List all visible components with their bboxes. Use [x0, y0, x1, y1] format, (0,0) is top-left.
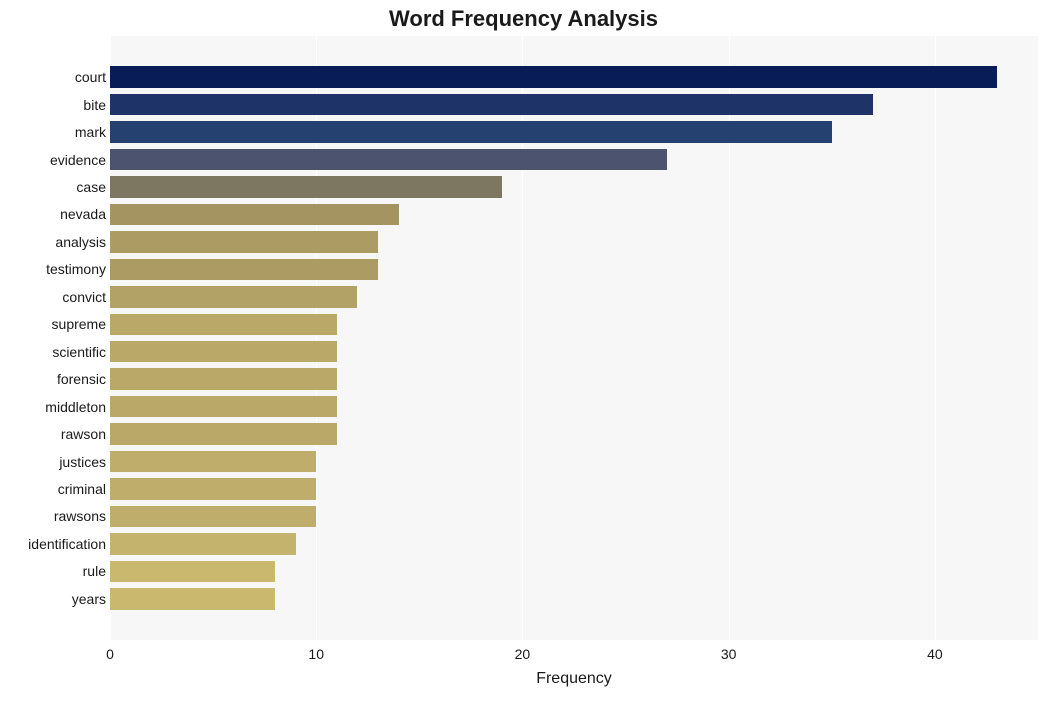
y-tick-label: forensic	[6, 368, 106, 390]
bar	[110, 396, 337, 417]
y-tick-label: analysis	[6, 231, 106, 253]
bar	[110, 451, 316, 472]
plot-area	[110, 36, 1038, 640]
bar	[110, 149, 667, 170]
x-tick-label: 30	[721, 646, 737, 662]
bar	[110, 314, 337, 335]
bar	[110, 341, 337, 362]
chart-container: Word Frequency Analysis Frequency 0 10 20 3…	[0, 0, 1047, 701]
y-tick-label: identification	[6, 533, 106, 555]
bar	[110, 588, 275, 609]
grid-line	[935, 36, 936, 640]
y-tick-label: rule	[6, 560, 106, 582]
bar	[110, 66, 997, 87]
y-tick-label: scientific	[6, 341, 106, 363]
y-tick-label: rawsons	[6, 505, 106, 527]
y-tick-label: years	[6, 588, 106, 610]
bar	[110, 176, 502, 197]
chart-title: Word Frequency Analysis	[0, 6, 1047, 32]
y-tick-label: nevada	[6, 203, 106, 225]
y-tick-label: convict	[6, 286, 106, 308]
x-tick-label: 40	[927, 646, 943, 662]
bar	[110, 478, 316, 499]
y-tick-label: rawson	[6, 423, 106, 445]
bar	[110, 506, 316, 527]
bar	[110, 231, 378, 252]
y-tick-label: middleton	[6, 396, 106, 418]
bar	[110, 259, 378, 280]
x-tick-label: 20	[515, 646, 531, 662]
bar	[110, 533, 296, 554]
y-tick-label: testimony	[6, 258, 106, 280]
y-tick-label: criminal	[6, 478, 106, 500]
y-tick-label: case	[6, 176, 106, 198]
bar	[110, 561, 275, 582]
bar	[110, 94, 873, 115]
y-tick-label: bite	[6, 94, 106, 116]
y-tick-label: supreme	[6, 313, 106, 335]
x-tick-label: 0	[106, 646, 114, 662]
bar	[110, 204, 399, 225]
bar	[110, 121, 832, 142]
x-axis-title: Frequency	[110, 670, 1038, 688]
bar	[110, 368, 337, 389]
x-tick-label: 10	[308, 646, 324, 662]
y-tick-label: evidence	[6, 149, 106, 171]
bar	[110, 286, 357, 307]
y-tick-label: justices	[6, 451, 106, 473]
bar	[110, 423, 337, 444]
y-tick-label: court	[6, 66, 106, 88]
y-tick-label: mark	[6, 121, 106, 143]
